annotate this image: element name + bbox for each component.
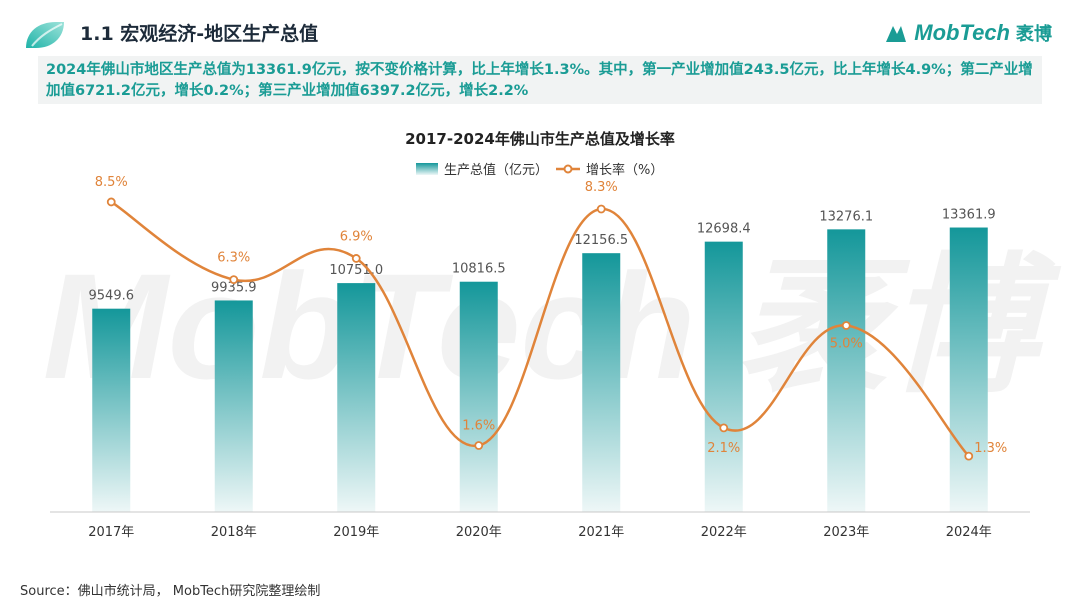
- bar-2023年: [827, 229, 866, 513]
- line-point-2019年: [351, 254, 361, 263]
- bar-label-2019年: 10751.0: [329, 263, 383, 278]
- summary-box: 2024年佛山市地区生产总值为13361.9亿元，按不变价格计算，比上年增长1.…: [38, 56, 1042, 104]
- x-tick-2020年: 2020年: [456, 525, 502, 540]
- line-label-2022年: 2.1%: [707, 441, 740, 456]
- bar-label-2023年: 13276.1: [819, 209, 873, 224]
- source-note: Source：佛山市统计局， MobTech研究院整理绘制: [20, 584, 321, 599]
- line-point-2018年: [229, 275, 239, 285]
- x-tick-2018年: 2018年: [211, 525, 257, 540]
- x-tick-2024年: 2024年: [946, 525, 992, 540]
- x-tick-2023年: 2023年: [823, 525, 869, 540]
- bar-2017年: [92, 308, 131, 512]
- line-label-2019年: 6.9%: [340, 229, 373, 244]
- line-point-2023年: [841, 321, 851, 330]
- line-point-2020年: [474, 441, 484, 450]
- x-tick-2019年: 2019年: [333, 525, 379, 540]
- x-tick-2021年: 2021年: [578, 525, 624, 540]
- brand-name-cn: 袤博: [1016, 24, 1052, 45]
- watermark-text: MobTech 袤博: [43, 242, 1062, 410]
- bar-label-2022年: 12698.4: [697, 222, 751, 237]
- bar-2020年: [459, 281, 498, 512]
- bar-label-2024年: 13361.9: [942, 208, 996, 223]
- line-label-2021年: 8.3%: [585, 180, 618, 195]
- line-label-2017年: 8.5%: [95, 175, 128, 190]
- line-label-2023年: 5.0%: [830, 337, 863, 352]
- chart-title: 2017-2024年佛山市生产总值及增长率: [405, 130, 675, 148]
- bar-2019年: [337, 283, 376, 512]
- legend-line-marker: [563, 164, 573, 174]
- line-point-2024年: [964, 451, 974, 461]
- line-label-2018年: 6.3%: [217, 251, 250, 266]
- bar-label-2021年: 12156.5: [574, 233, 628, 248]
- legend-line-label: 增长率（%）: [586, 162, 663, 178]
- section-title: 1.1 宏观经济-地区生产总值: [80, 23, 319, 45]
- line-point-2021年: [596, 204, 606, 214]
- chart-legend: 生产总值（亿元） 增长率（%）: [416, 162, 663, 178]
- line-point-2017年: [106, 197, 116, 207]
- growth-line-layer: 8.5% 6.3% 6.9% 1.6% 8.3% 2.1% 5.0% 1.3%: [95, 175, 1007, 461]
- gdp-chart: MobTech 袤博 2017-2024年佛山市生产总值及增长率 生产总值（亿元…: [43, 130, 1062, 540]
- x-axis: 2017年 2018年 2019年 2020年 2021年 2022年 2023年 2024年: [50, 511, 1030, 540]
- legend-bar-label: 生产总值（亿元）: [444, 162, 548, 178]
- legend-bar-swatch: [416, 163, 438, 175]
- bar-label-2018年: 9935.9: [211, 280, 257, 295]
- section-logo-icon: [26, 22, 64, 48]
- x-tick-2017年: 2017年: [88, 525, 134, 540]
- line-point-2022年: [719, 423, 729, 433]
- bar-label-2020年: 10816.5: [452, 262, 506, 277]
- bar-2021年: [582, 253, 621, 512]
- bar-2018年: [214, 300, 253, 512]
- brand-name: MobTech: [914, 20, 1010, 45]
- watermark: MobTech 袤博: [43, 242, 1062, 410]
- bar-2022年: [704, 241, 743, 512]
- bar-label-2017年: 9549.6: [89, 289, 135, 304]
- growth-line: [110, 200, 970, 457]
- x-tick-2022年: 2022年: [701, 525, 747, 540]
- bar-2024年: [949, 227, 988, 512]
- line-label-2020年: 1.6%: [462, 419, 495, 434]
- line-label-2024年: 1.3%: [974, 441, 1007, 456]
- brand-logo: MobTech 袤博: [884, 18, 1052, 48]
- bars-layer: 9549.6 9935.9 10751.0 10816.5 12156.5 12698.4…: [89, 208, 996, 513]
- brand-mark-icon: [886, 26, 907, 42]
